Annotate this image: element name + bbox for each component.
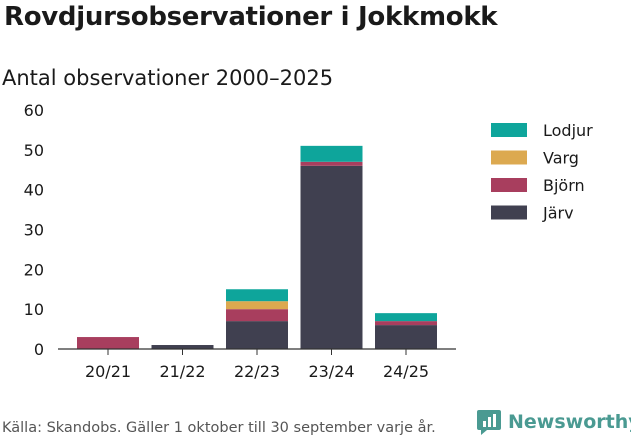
bar-segment-järv — [151, 345, 214, 349]
legend-label-varg: Varg — [543, 149, 579, 168]
bar-segment-varg — [226, 301, 288, 310]
newsworthy-logo-icon — [477, 410, 501, 435]
bar-segment-järv — [226, 321, 288, 349]
legend-swatch-järv — [491, 205, 527, 220]
x-tick-label: 23/24 — [308, 362, 354, 381]
bar-segment-järv — [300, 165, 363, 349]
x-tick-label: 20/21 — [85, 362, 131, 381]
bar-segment-björn — [77, 337, 139, 349]
legend-swatch-lodjur — [491, 123, 527, 137]
legend-label-järv: Järv — [542, 204, 574, 223]
chart-subtitle: Antal observationer 2000–2025 — [2, 66, 334, 90]
bar-segment-björn — [226, 309, 288, 322]
legend: Lodjur Varg Björn Järv — [491, 121, 593, 223]
y-tick-label: 10 — [24, 300, 44, 319]
bar-segment-björn — [300, 161, 363, 166]
legend-swatch-björn — [491, 178, 527, 192]
x-tick-label: 22/23 — [234, 362, 280, 381]
source-note: Källa: Skandobs. Gäller 1 oktober till 3… — [2, 420, 436, 436]
bar-segment-lodjur — [226, 289, 288, 302]
chart-title: Rovdjursobservationer i Jokkmokk — [4, 2, 498, 32]
brand-logo[interactable]: Newsworthy — [476, 408, 631, 436]
brand-name: Newsworthy — [508, 411, 631, 433]
y-tick-label: 20 — [24, 260, 44, 279]
bar-segment-järv — [375, 325, 437, 349]
y-tick-label: 30 — [24, 221, 44, 240]
bars — [77, 145, 437, 349]
y-tick-label: 50 — [24, 141, 44, 160]
legend-swatch-varg — [491, 150, 527, 165]
y-tick-label: 40 — [24, 181, 44, 200]
y-axis: 0 10 20 30 40 50 60 — [24, 101, 44, 359]
y-tick-label: 0 — [34, 340, 44, 359]
legend-label-björn: Björn — [543, 176, 585, 195]
x-axis: 20/21 21/22 22/23 23/24 24/25 — [58, 348, 456, 381]
bar-segment-björn — [375, 321, 437, 326]
x-tick-label: 24/25 — [383, 362, 429, 381]
bar-segment-lodjur — [300, 145, 363, 162]
legend-label-lodjur: Lodjur — [543, 121, 593, 140]
y-tick-label: 60 — [24, 101, 44, 120]
x-tick-label: 21/22 — [159, 362, 205, 381]
bar-segment-lodjur — [375, 313, 437, 322]
